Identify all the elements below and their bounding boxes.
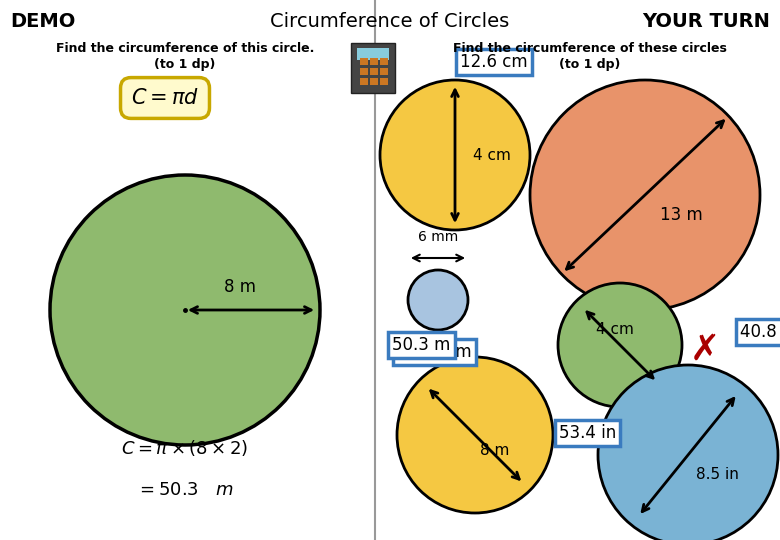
Text: 12.6 cm: 12.6 cm: [460, 53, 527, 71]
Text: 8 m: 8 m: [224, 278, 256, 296]
Bar: [380, 58, 388, 65]
Text: Circumference of Circles: Circumference of Circles: [271, 12, 509, 31]
Bar: [370, 58, 378, 65]
Ellipse shape: [408, 270, 468, 330]
Text: YOUR TURN: YOUR TURN: [642, 12, 770, 31]
Bar: [380, 68, 388, 75]
Bar: [380, 78, 388, 85]
Text: 4 cm: 4 cm: [596, 322, 634, 337]
Ellipse shape: [380, 80, 530, 230]
Text: $= 50.3$   m: $= 50.3$ m: [136, 481, 234, 499]
Ellipse shape: [598, 365, 778, 540]
Ellipse shape: [50, 175, 320, 445]
Bar: [357, 48, 389, 60]
Text: DEMO: DEMO: [10, 12, 76, 31]
Text: $C = \pi \times (8 \times 2)$: $C = \pi \times (8 \times 2)$: [122, 438, 249, 458]
Text: $C = \pi d$: $C = \pi d$: [131, 88, 199, 108]
Text: Find the circumference of this circle.: Find the circumference of this circle.: [56, 42, 314, 55]
Bar: [360, 68, 368, 75]
Text: 8.5 in: 8.5 in: [696, 467, 739, 482]
Text: 13 m: 13 m: [660, 206, 703, 224]
Text: 6 mm: 6 mm: [418, 230, 458, 244]
Bar: [360, 58, 368, 65]
Text: Find the circumference of these circles: Find the circumference of these circles: [453, 42, 727, 55]
Bar: [370, 68, 378, 75]
Text: 50.3 m: 50.3 m: [392, 336, 450, 354]
Ellipse shape: [530, 80, 760, 310]
Text: 18.8 mm: 18.8 mm: [397, 343, 472, 361]
Text: (to 1 dp): (to 1 dp): [154, 58, 216, 71]
Text: 4 cm: 4 cm: [473, 147, 511, 163]
Bar: [360, 78, 368, 85]
Text: 40.8 m: 40.8 m: [740, 323, 780, 341]
Text: (to 1 dp): (to 1 dp): [559, 58, 621, 71]
Ellipse shape: [397, 357, 553, 513]
Bar: [351, 43, 395, 93]
Ellipse shape: [558, 283, 682, 407]
Text: 53.4 in: 53.4 in: [559, 424, 616, 442]
Text: 8 m: 8 m: [480, 443, 509, 458]
Text: ✗: ✗: [690, 333, 720, 367]
Bar: [370, 78, 378, 85]
